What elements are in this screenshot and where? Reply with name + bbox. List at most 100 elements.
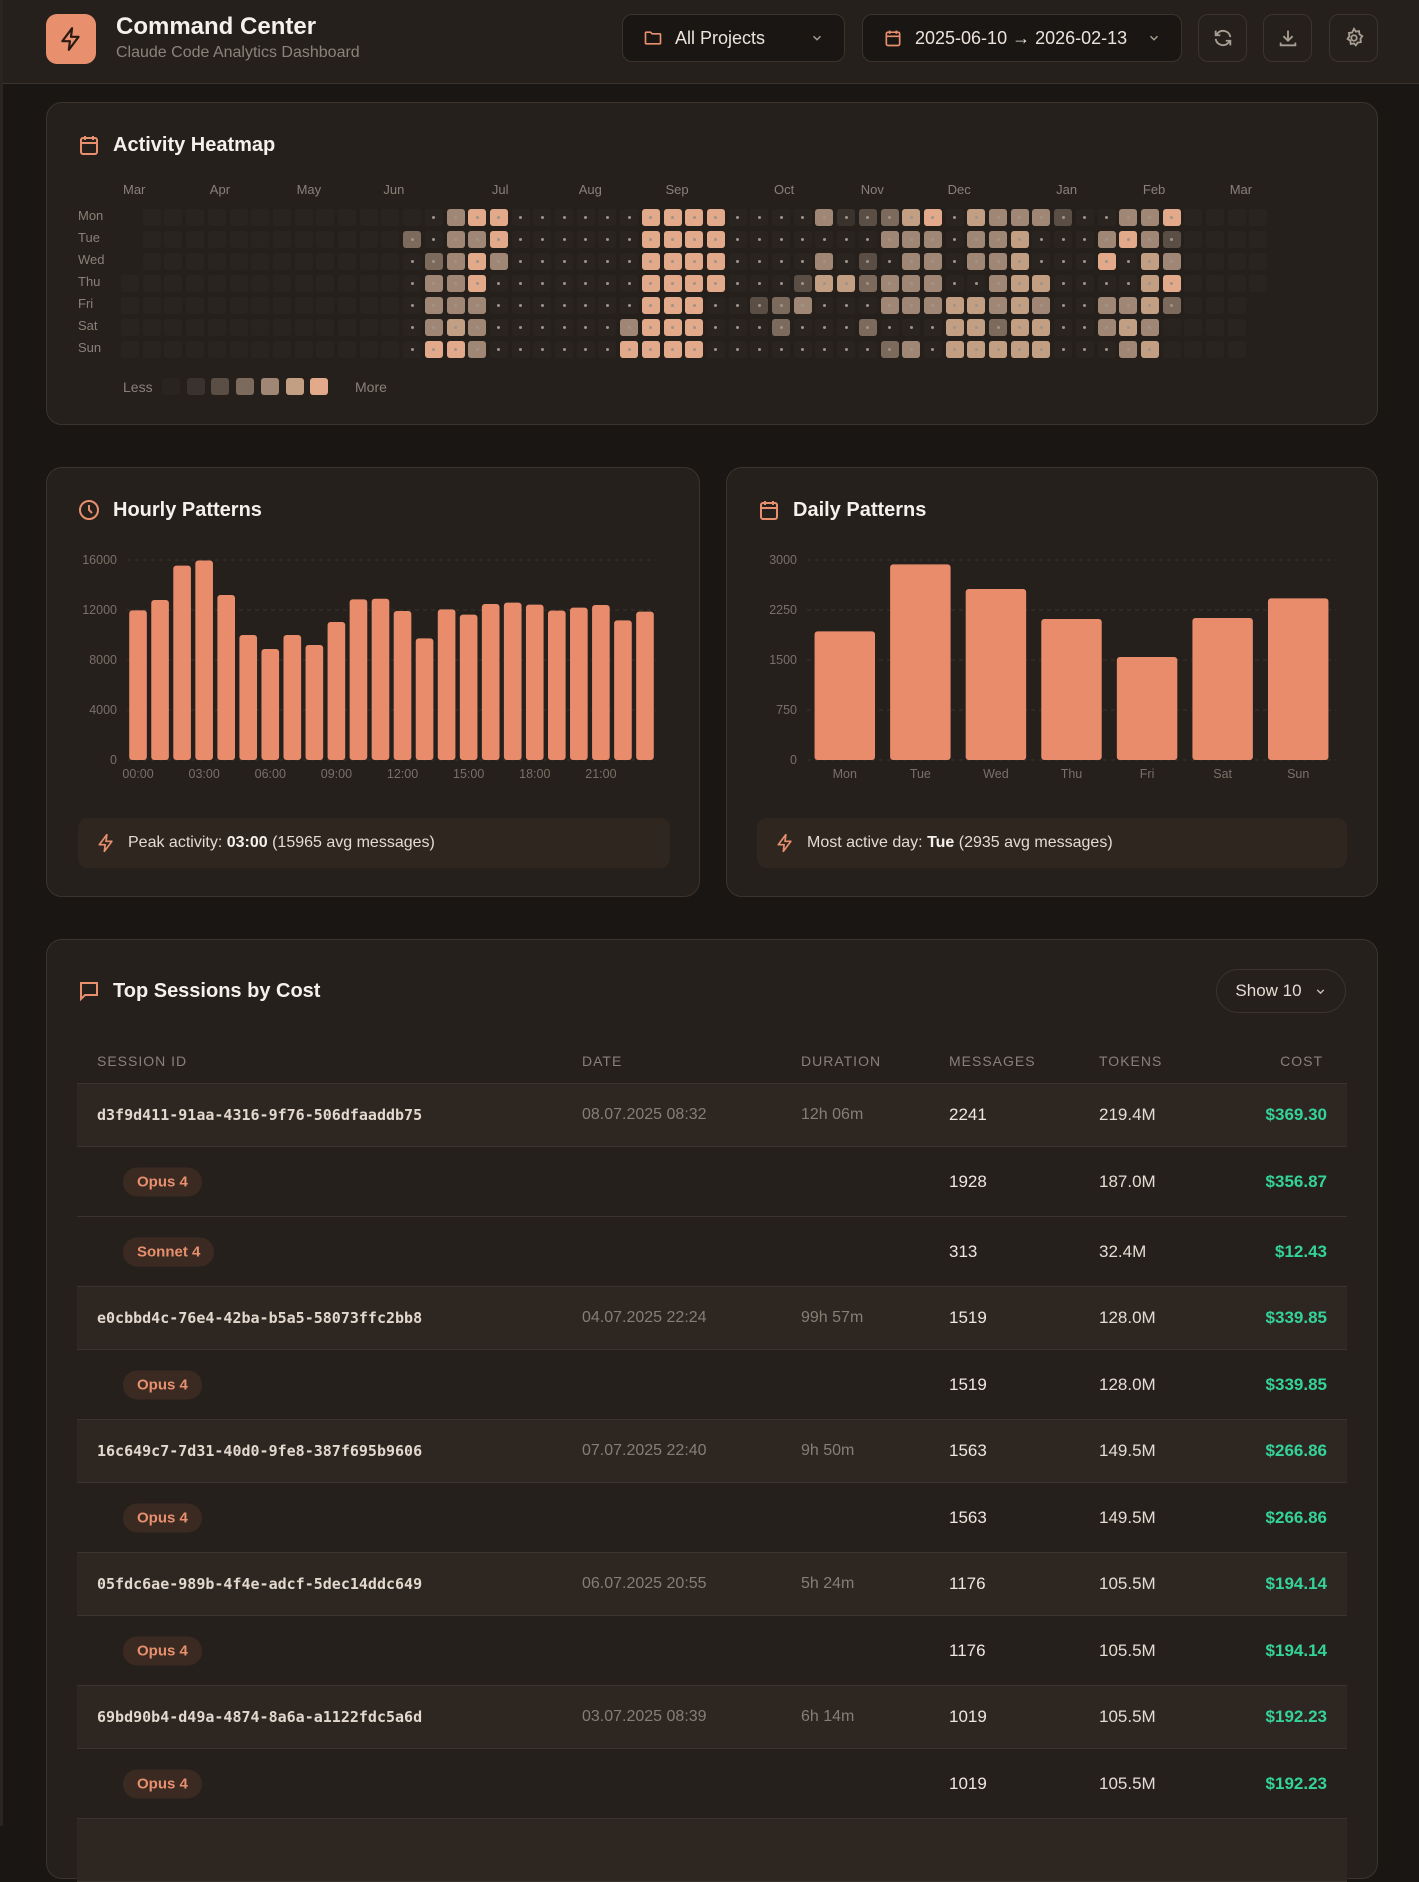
heatmap-cell[interactable]: [446, 319, 465, 336]
heatmap-cell[interactable]: [251, 253, 270, 270]
heatmap-cell[interactable]: [424, 231, 443, 248]
heatmap-cell[interactable]: [598, 341, 617, 358]
heatmap-cell[interactable]: [576, 297, 595, 314]
heatmap-cell[interactable]: [641, 297, 660, 314]
heatmap-cell[interactable]: [989, 319, 1007, 336]
heatmap-cell[interactable]: [772, 209, 790, 226]
heatmap-cell[interactable]: [1097, 231, 1116, 248]
bar[interactable]: [151, 600, 169, 760]
heatmap-cell[interactable]: [663, 209, 682, 226]
heatmap-cell[interactable]: [945, 209, 964, 226]
heatmap-cell[interactable]: [186, 231, 205, 248]
heatmap-cell[interactable]: [1032, 297, 1051, 314]
heatmap-cell[interactable]: [1184, 341, 1203, 358]
heatmap-cell[interactable]: [815, 253, 834, 270]
heatmap-cell[interactable]: [1097, 253, 1116, 270]
heatmap-cell[interactable]: [229, 297, 248, 314]
heatmap-cell[interactable]: [902, 209, 921, 226]
heatmap-cell[interactable]: [207, 297, 226, 314]
heatmap-cell[interactable]: [620, 231, 639, 248]
heatmap-cell[interactable]: [685, 209, 704, 226]
heatmap-cell[interactable]: [620, 297, 639, 314]
heatmap-cell[interactable]: [858, 275, 877, 292]
heatmap-cell[interactable]: [1140, 253, 1159, 270]
heatmap-cell[interactable]: [1227, 209, 1246, 226]
heatmap-cell[interactable]: [815, 319, 834, 336]
heatmap-cell[interactable]: [1140, 275, 1159, 292]
heatmap-cell[interactable]: [858, 209, 877, 226]
heatmap-cell[interactable]: [858, 231, 877, 248]
heatmap-cell[interactable]: [772, 319, 790, 336]
heatmap-cell[interactable]: [1249, 275, 1268, 292]
heatmap-cell[interactable]: [989, 341, 1007, 358]
heatmap-cell[interactable]: [272, 231, 291, 248]
heatmap-cell[interactable]: [641, 209, 660, 226]
heatmap-cell[interactable]: [403, 297, 422, 314]
heatmap-cell[interactable]: [1054, 319, 1073, 336]
refresh-button[interactable]: [1198, 14, 1247, 62]
heatmap-cell[interactable]: [620, 341, 639, 358]
heatmap-cell[interactable]: [186, 275, 205, 292]
bar[interactable]: [1041, 619, 1102, 760]
heatmap-cell[interactable]: [598, 319, 617, 336]
heatmap-cell[interactable]: [1206, 231, 1224, 248]
heatmap-cell[interactable]: [511, 209, 530, 226]
heatmap-cell[interactable]: [1119, 275, 1138, 292]
heatmap-cell[interactable]: [229, 231, 248, 248]
heatmap-cell[interactable]: [923, 231, 942, 248]
heatmap-cell[interactable]: [316, 319, 335, 336]
bar[interactable]: [1116, 657, 1178, 760]
heatmap-cell[interactable]: [229, 319, 248, 336]
column-header-cost[interactable]: COST: [1280, 1053, 1323, 1069]
heatmap-cell[interactable]: [468, 297, 487, 314]
heatmap-cell[interactable]: [251, 319, 270, 336]
heatmap-cell[interactable]: [555, 341, 573, 358]
heatmap-cell[interactable]: [338, 253, 356, 270]
heatmap-cell[interactable]: [164, 275, 183, 292]
heatmap-cell[interactable]: [142, 231, 161, 248]
heatmap-cell[interactable]: [1227, 275, 1246, 292]
heatmap-cell[interactable]: [772, 231, 790, 248]
heatmap-cell[interactable]: [772, 341, 790, 358]
bar[interactable]: [327, 622, 346, 760]
heatmap-cell[interactable]: [511, 231, 530, 248]
heatmap-cell[interactable]: [316, 209, 335, 226]
heatmap-cell[interactable]: [750, 231, 769, 248]
heatmap-cell[interactable]: [1119, 319, 1138, 336]
bar[interactable]: [305, 645, 324, 760]
heatmap-cell[interactable]: [1140, 297, 1159, 314]
bar[interactable]: [261, 649, 280, 760]
heatmap-cell[interactable]: [446, 297, 465, 314]
heatmap-cell[interactable]: [468, 253, 487, 270]
heatmap-cell[interactable]: [598, 209, 617, 226]
heatmap-cell[interactable]: [424, 341, 443, 358]
heatmap-cell[interactable]: [403, 275, 422, 292]
heatmap-cell[interactable]: [641, 319, 660, 336]
heatmap-cell[interactable]: [555, 209, 573, 226]
heatmap-cell[interactable]: [620, 319, 639, 336]
heatmap-cell[interactable]: [880, 209, 899, 226]
bar[interactable]: [570, 607, 588, 760]
heatmap-cell[interactable]: [967, 253, 986, 270]
heatmap-cell[interactable]: [403, 253, 422, 270]
heatmap-cell[interactable]: [468, 231, 487, 248]
heatmap-cell[interactable]: [1227, 319, 1246, 336]
bar[interactable]: [239, 635, 258, 760]
heatmap-cell[interactable]: [706, 209, 725, 226]
heatmap-cell[interactable]: [1162, 209, 1181, 226]
heatmap-cell[interactable]: [923, 209, 942, 226]
heatmap-cell[interactable]: [121, 297, 139, 314]
heatmap-cell[interactable]: [706, 341, 725, 358]
heatmap-cell[interactable]: [685, 297, 704, 314]
heatmap-cell[interactable]: [1206, 341, 1224, 358]
heatmap-cell[interactable]: [793, 319, 812, 336]
heatmap-cell[interactable]: [576, 253, 595, 270]
heatmap-cell[interactable]: [1010, 253, 1029, 270]
heatmap-cell[interactable]: [424, 253, 443, 270]
heatmap-cell[interactable]: [706, 231, 725, 248]
heatmap-cell[interactable]: [967, 319, 986, 336]
heatmap-cell[interactable]: [1032, 275, 1051, 292]
heatmap-cell[interactable]: [576, 231, 595, 248]
heatmap-cell[interactable]: [663, 253, 682, 270]
heatmap-cell[interactable]: [880, 231, 899, 248]
